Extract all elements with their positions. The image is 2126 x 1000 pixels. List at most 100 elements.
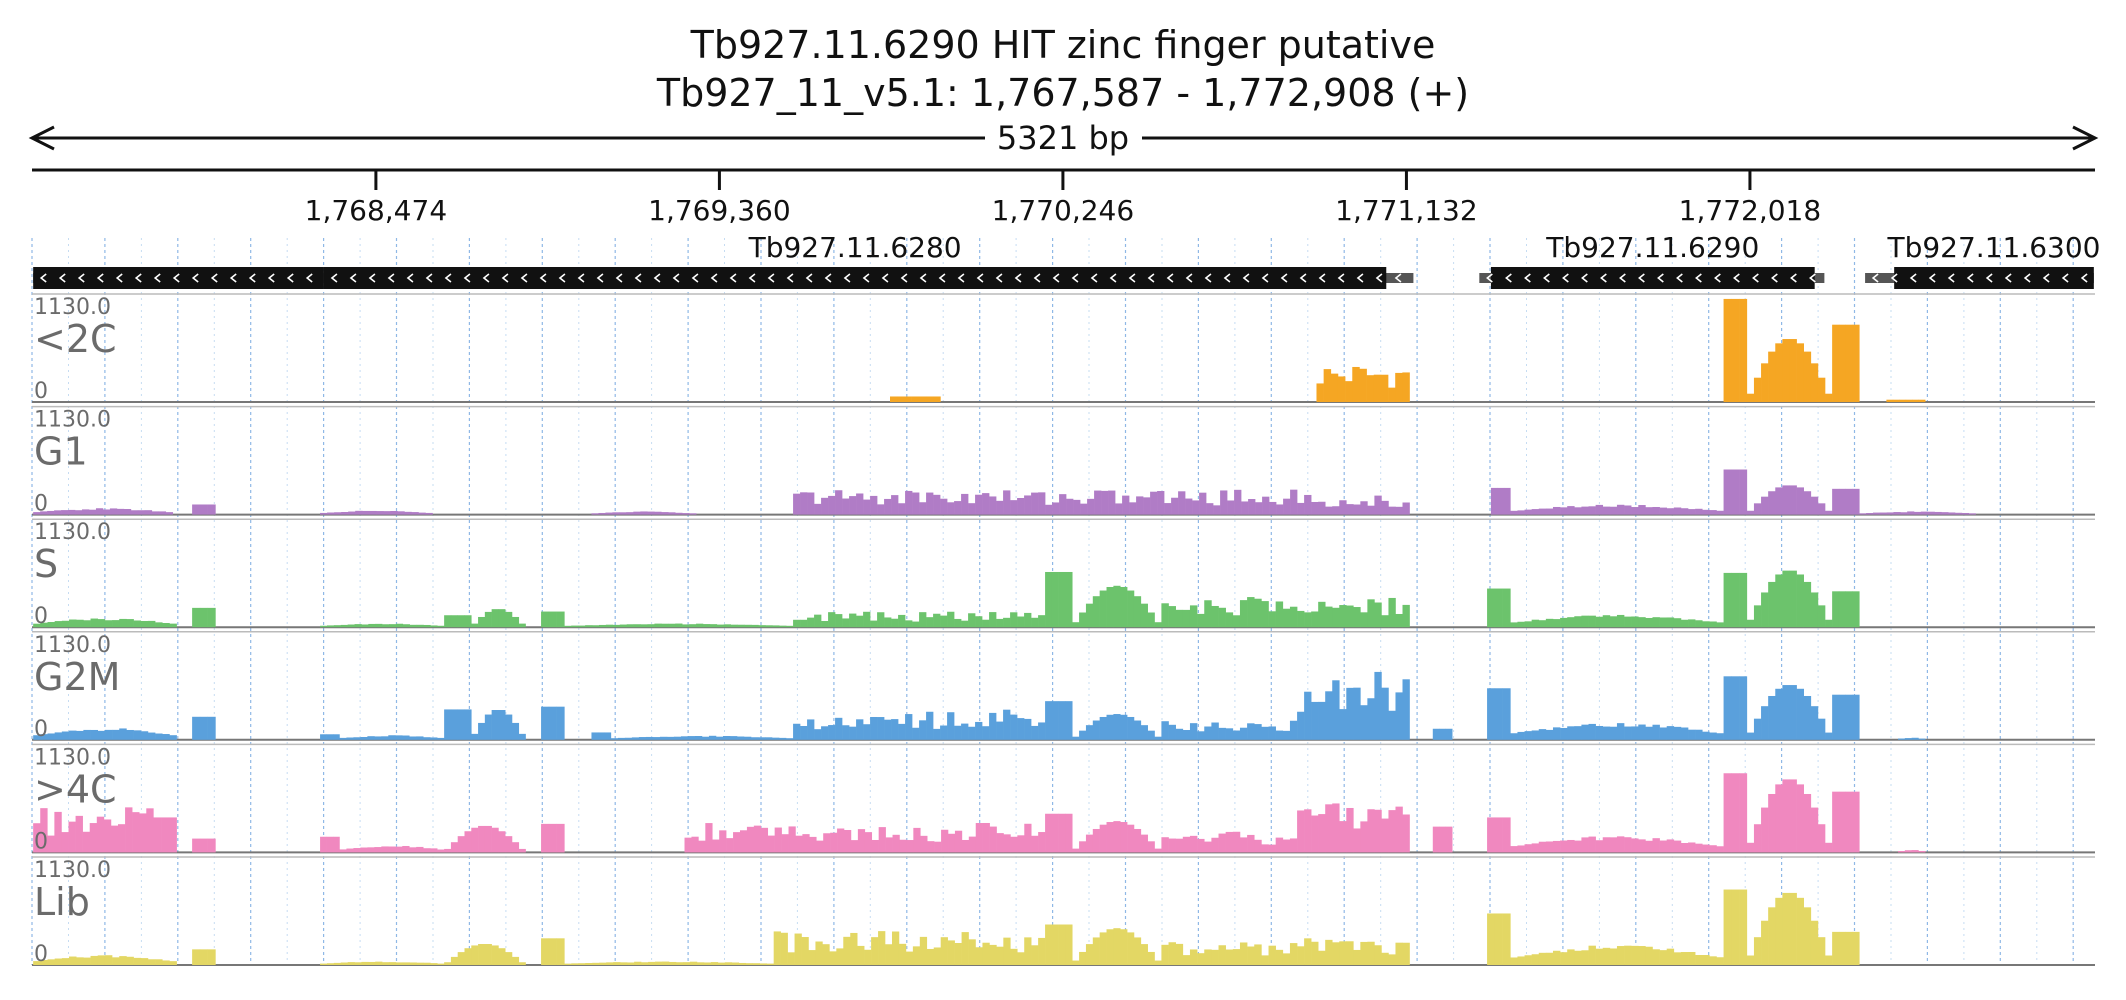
coverage-bar [110, 825, 119, 853]
coverage-bar [1545, 729, 1554, 740]
coverage-bar [1595, 948, 1604, 965]
coverage-bar [1261, 601, 1269, 628]
coverage-bar [341, 512, 349, 515]
coverage-bar [1143, 497, 1151, 515]
coverage-bar [1753, 824, 1762, 853]
track-zero-label: 0 [34, 829, 48, 854]
coverage-bar [1225, 728, 1234, 740]
coverage-bar [1638, 617, 1646, 628]
strand-chevron-icon [1375, 273, 1383, 283]
coverage-bar [90, 618, 99, 628]
coverage-bar [578, 625, 586, 628]
coverage-bar [437, 737, 445, 740]
coverage-bar [619, 624, 628, 628]
coverage-bar [1445, 728, 1453, 740]
coverage-bar [1268, 945, 1276, 965]
coverage-bar [199, 607, 208, 628]
coverage-bar [1709, 956, 1717, 965]
coverage-bar [361, 624, 369, 628]
coverage-bar [1631, 616, 1639, 628]
coverage-bar [1304, 691, 1312, 740]
coverage-bar [1545, 618, 1554, 628]
coverage-bar [1602, 837, 1611, 853]
coverage-bar [870, 716, 878, 740]
coverage-bar [1058, 924, 1066, 965]
coverage-bar [975, 494, 983, 515]
coverage-bar [898, 503, 906, 515]
coverage-bar [1609, 948, 1618, 965]
coverage-bar [1218, 607, 1226, 628]
coverage-bar [920, 835, 928, 853]
strand-chevron-icon [1128, 273, 1136, 283]
coverage-bar [675, 962, 684, 965]
coverage-bar [1768, 581, 1776, 628]
coverage-bar [1761, 592, 1769, 628]
coverage-bar [871, 937, 879, 965]
coverage-bar [612, 512, 620, 515]
coverage-bar [1545, 508, 1554, 515]
coverage-bar [369, 510, 377, 515]
coverage-bar [104, 955, 113, 965]
coverage-bar [1332, 942, 1340, 965]
coverage-bar [402, 962, 410, 965]
coverage-bar [1388, 387, 1396, 402]
coverage-bar [1803, 491, 1812, 515]
coverage-bar [192, 949, 201, 965]
coverage-bar [1652, 617, 1660, 628]
coverage-bar [126, 619, 134, 628]
coverage-bar [1164, 503, 1172, 515]
coverage-bar [1912, 399, 1920, 402]
coverage-bar [787, 952, 795, 965]
coverage-bar [423, 624, 431, 628]
coverage-bar [382, 962, 390, 965]
coverage-bar [709, 624, 718, 628]
track-zero-label: 0 [34, 942, 48, 967]
coverage-bar [411, 512, 419, 515]
coverage-bar [788, 826, 796, 853]
strand-chevron-icon [1071, 273, 1079, 283]
coverage-bar [1381, 952, 1389, 965]
coverage-bar [1339, 821, 1347, 853]
coverage-bar [1254, 839, 1262, 853]
coverage-bar [1085, 603, 1094, 628]
coverage-bar [132, 812, 140, 853]
coverage-bar [947, 940, 955, 965]
coverage-bar [1746, 842, 1755, 853]
coverage-bar [1768, 907, 1776, 965]
coverage-bar [1304, 612, 1312, 628]
coverage-bar [388, 846, 396, 853]
coverage-bar [169, 735, 177, 740]
coverage-bar [47, 622, 55, 628]
coverage-bar [912, 492, 920, 515]
coverage-bar [1085, 834, 1094, 853]
coverage-bar [320, 836, 327, 853]
coverage-bar [1739, 676, 1748, 740]
grid-lines [31, 238, 2074, 965]
span-label: 5321 bp [997, 119, 1129, 157]
coverage-bar [374, 736, 382, 740]
coverage-bar [1175, 943, 1184, 965]
coverage-bar [498, 609, 506, 628]
coverage-bar [541, 823, 550, 853]
coverage-bar [478, 944, 486, 965]
coverage-bar [1161, 721, 1169, 740]
coverage-bar [780, 932, 788, 965]
coverage-bar [1723, 889, 1732, 965]
coverage-bar [450, 956, 458, 965]
coverage-bar [1388, 597, 1396, 628]
coverage-bar [1311, 815, 1319, 853]
coverage-bar [348, 511, 356, 515]
coverage-bar [814, 614, 822, 628]
coverage-bar [1204, 726, 1212, 740]
coverage-bar [1746, 393, 1755, 402]
coverage-bar [450, 709, 458, 740]
coverage-bar [604, 732, 612, 740]
coverage-bar [505, 611, 513, 628]
strand-chevron-icon [134, 273, 142, 283]
coverage-bar [1789, 570, 1797, 628]
coverage-bar [548, 706, 557, 740]
coverage-bar [82, 831, 91, 853]
coverage-bar [592, 962, 600, 965]
track-max-label: 1130.0 [34, 408, 111, 433]
coverage-bar [698, 840, 706, 853]
